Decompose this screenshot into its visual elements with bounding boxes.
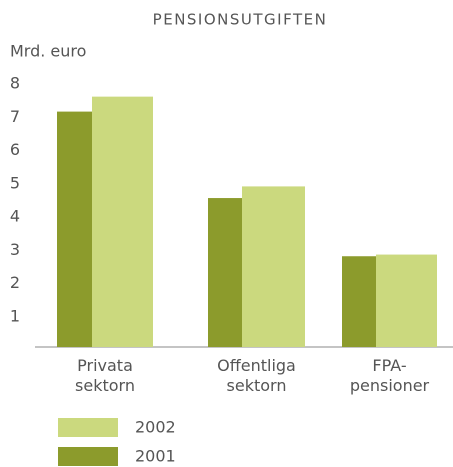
y-tick-label: 1: [10, 306, 20, 325]
y-tick-label: 6: [10, 140, 20, 159]
bar: [342, 256, 376, 347]
bar: [242, 186, 305, 347]
bar: [376, 254, 437, 347]
y-tick-label: 5: [10, 173, 20, 192]
bar: [92, 96, 153, 347]
bar: [57, 111, 92, 347]
y-tick-label: 3: [10, 240, 20, 259]
x-tick-label: Privata sektorn: [75, 356, 135, 395]
bar: [208, 198, 242, 347]
x-tick-label: Offentliga sektorn: [217, 356, 296, 395]
x-tick-label: FPA-pensioner: [350, 356, 430, 395]
legend-label: 2001: [135, 447, 176, 466]
y-tick-label: 4: [10, 207, 20, 226]
y-tick-label: 2: [10, 273, 20, 292]
legend-swatch: [58, 447, 118, 466]
chart-title: PENSIONSUTGIFTEN: [153, 11, 328, 29]
y-tick-label: 8: [10, 74, 20, 93]
y-tick-label: 7: [10, 107, 20, 126]
y-axis-label: Mrd. euro: [10, 42, 86, 61]
legend-label: 2002: [135, 418, 176, 437]
legend-swatch: [58, 418, 118, 437]
